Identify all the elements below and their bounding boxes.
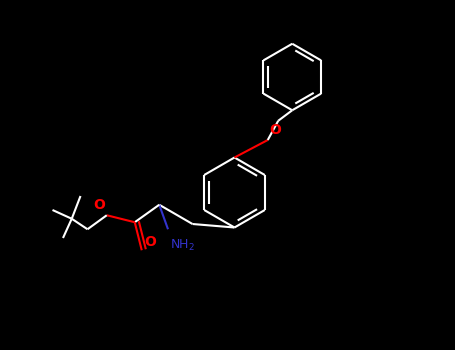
Text: O: O <box>145 234 157 248</box>
Text: O: O <box>269 123 281 137</box>
Text: NH$_2$: NH$_2$ <box>170 238 195 253</box>
Text: O: O <box>93 198 105 212</box>
